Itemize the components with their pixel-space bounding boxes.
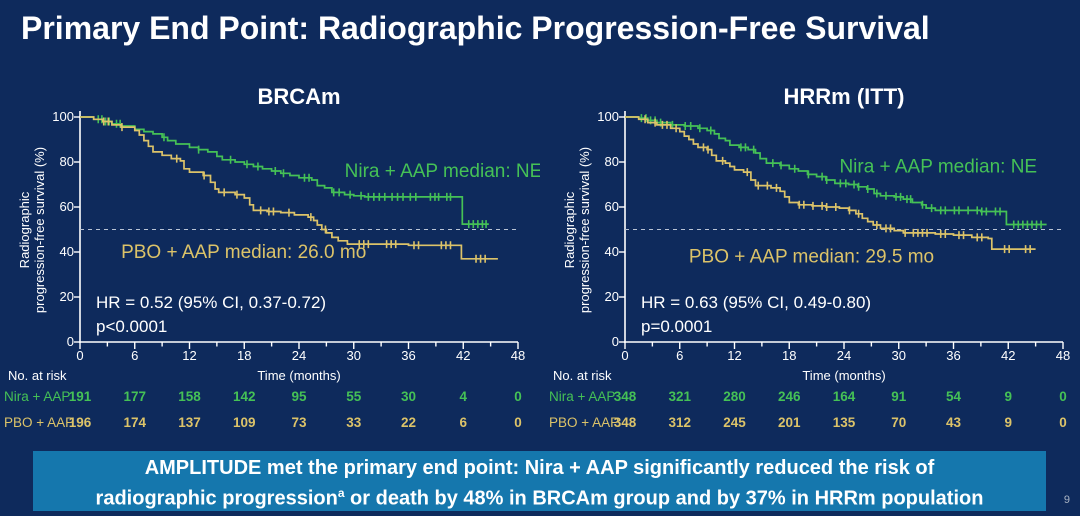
y-tick-label: 0 bbox=[611, 334, 619, 349]
risk-table-heading: No. at risk bbox=[8, 368, 67, 383]
x-tick-label: 6 bbox=[676, 348, 684, 363]
y-tick-label: 40 bbox=[604, 244, 619, 259]
risk-value: 201 bbox=[777, 415, 801, 430]
risk-value: 245 bbox=[723, 415, 746, 430]
y-tick-label: 40 bbox=[59, 244, 74, 259]
risk-value: 73 bbox=[291, 415, 307, 430]
series-median-label-nira: Nira + AAP median: NE bbox=[345, 161, 540, 182]
risk-value: 191 bbox=[68, 389, 92, 404]
risk-value: 0 bbox=[514, 389, 522, 404]
y-tick-label: 60 bbox=[59, 199, 74, 214]
y-tick-label: 20 bbox=[59, 289, 74, 304]
risk-value: 164 bbox=[832, 389, 856, 404]
summary-banner: AMPLITUDE met the primary end point: Nir… bbox=[33, 451, 1046, 511]
risk-row-label: Nira + AAP bbox=[4, 389, 71, 404]
risk-value: 348 bbox=[613, 415, 637, 430]
km-plot: Nira + AAP median: NE PBO + AAP median: 2… bbox=[619, 111, 1064, 349]
risk-value: 280 bbox=[723, 389, 746, 404]
chart-title: BRCAm bbox=[257, 84, 341, 109]
risk-row-label: PBO + AAP bbox=[4, 415, 75, 430]
x-tick-label: 36 bbox=[401, 348, 416, 363]
p-value-annotation: p<0.0001 bbox=[96, 317, 168, 336]
risk-value: 177 bbox=[123, 389, 147, 404]
chart-brcam: BRCAm Radiographic progression-free surviv… bbox=[0, 80, 540, 446]
x-tick-label: 30 bbox=[346, 348, 361, 363]
x-tick-label: 24 bbox=[836, 348, 852, 363]
series-median-label-pbo: PBO + AAP median: 29.5 mo bbox=[689, 247, 934, 268]
risk-value: 6 bbox=[459, 415, 467, 430]
series-median-label-pbo: PBO + AAP median: 26.0 mo bbox=[121, 242, 366, 263]
series-median-label-nira: Nira + AAP median: NE bbox=[839, 157, 1037, 178]
risk-value: 142 bbox=[232, 389, 256, 404]
y-tick-label: 100 bbox=[597, 109, 619, 124]
risk-value: 9 bbox=[1004, 389, 1012, 404]
x-tick-label: 30 bbox=[891, 348, 906, 363]
risk-value: 43 bbox=[945, 415, 962, 430]
risk-value: 91 bbox=[891, 389, 907, 404]
risk-value: 109 bbox=[232, 415, 256, 430]
x-axis-label: Time (months) bbox=[802, 368, 886, 383]
km-plot: Nira + AAP median: NE PBO + AAP median: 2… bbox=[74, 111, 540, 349]
y-tick-label: 100 bbox=[52, 109, 74, 124]
slide-title: Primary End Point: Radiographic Progress… bbox=[21, 10, 930, 46]
risk-table-heading: No. at risk bbox=[553, 368, 612, 383]
x-axis-label: Time (months) bbox=[257, 368, 341, 383]
risk-value: 137 bbox=[178, 415, 201, 430]
risk-value: 158 bbox=[178, 389, 201, 404]
chart-title: HRRm (ITT) bbox=[783, 84, 905, 109]
x-tick-label: 48 bbox=[1055, 348, 1071, 363]
risk-value: 55 bbox=[346, 389, 362, 404]
km-curve-pbo bbox=[625, 116, 1036, 250]
x-tick-label: 18 bbox=[237, 348, 252, 363]
x-tick-label: 0 bbox=[621, 348, 629, 363]
hr-annotation: HR = 0.63 (95% CI, 0.49-0.80) bbox=[641, 293, 872, 312]
chart-hrrm-itt: HRRm (ITT) Radiographic progression-free s… bbox=[545, 80, 1080, 446]
y-tick-label: 60 bbox=[604, 199, 619, 214]
y-tick-label: 20 bbox=[604, 289, 619, 304]
x-tick-label: 18 bbox=[782, 348, 797, 363]
km-curve-nira bbox=[80, 116, 489, 225]
footnote-marker: a bbox=[337, 486, 345, 500]
risk-value: 54 bbox=[945, 389, 962, 404]
risk-value: 348 bbox=[613, 389, 637, 404]
x-tick-label: 48 bbox=[510, 348, 526, 363]
x-tick-label: 42 bbox=[1001, 348, 1016, 363]
x-tick-label: 42 bbox=[456, 348, 471, 363]
risk-value: 312 bbox=[668, 415, 692, 430]
risk-value: 196 bbox=[68, 415, 92, 430]
x-tick-label: 12 bbox=[182, 348, 197, 363]
risk-row-label: Nira + AAP bbox=[549, 389, 616, 404]
risk-value: 70 bbox=[891, 415, 907, 430]
x-tick-label: 0 bbox=[76, 348, 84, 363]
risk-value: 95 bbox=[291, 389, 307, 404]
y-tick-label: 0 bbox=[66, 334, 74, 349]
risk-value: 321 bbox=[668, 389, 692, 404]
risk-value: 135 bbox=[832, 415, 856, 430]
risk-value: 22 bbox=[400, 415, 417, 430]
y-tick-label: 80 bbox=[59, 154, 74, 169]
risk-value: 9 bbox=[1004, 415, 1012, 430]
x-tick-label: 6 bbox=[131, 348, 139, 363]
risk-row-label: PBO + AAP bbox=[549, 415, 620, 430]
x-tick-label: 12 bbox=[727, 348, 742, 363]
risk-value: 246 bbox=[777, 389, 801, 404]
risk-value: 33 bbox=[346, 415, 362, 430]
p-value-annotation: p=0.0001 bbox=[641, 317, 713, 336]
risk-value: 0 bbox=[514, 415, 522, 430]
risk-value: 30 bbox=[400, 389, 417, 404]
banner-line-1: AMPLITUDE met the primary end point: Nir… bbox=[144, 457, 935, 479]
km-curve-pbo bbox=[80, 116, 498, 260]
risk-value: 4 bbox=[459, 389, 467, 404]
y-tick-label: 80 bbox=[604, 154, 619, 169]
risk-value: 174 bbox=[123, 415, 147, 430]
hr-annotation: HR = 0.52 (95% CI, 0.37-0.72) bbox=[96, 293, 327, 312]
risk-value: 0 bbox=[1059, 415, 1067, 430]
x-tick-label: 36 bbox=[946, 348, 961, 363]
banner-line-2: radiographic progressiona or death by 48… bbox=[95, 486, 984, 510]
page-number: 9 bbox=[1063, 494, 1070, 506]
x-tick-label: 24 bbox=[291, 348, 307, 363]
risk-value: 0 bbox=[1059, 389, 1067, 404]
km-curve-nira bbox=[625, 116, 1047, 226]
